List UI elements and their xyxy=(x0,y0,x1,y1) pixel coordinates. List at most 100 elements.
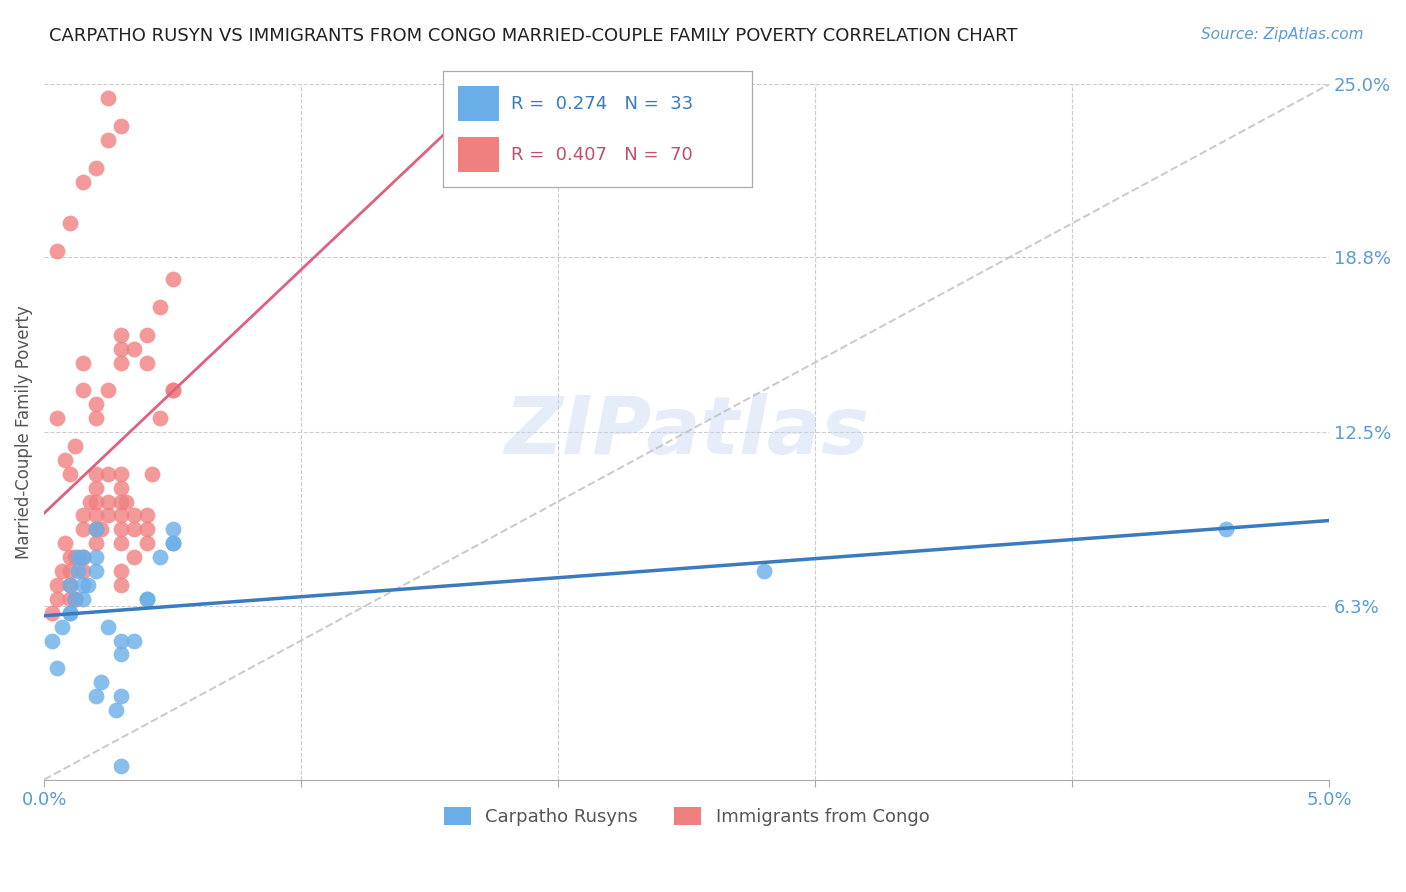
Point xyxy=(1215,522,1237,536)
Point xyxy=(84,508,107,523)
Point xyxy=(84,161,107,175)
Point xyxy=(46,591,69,606)
Point xyxy=(110,119,132,133)
Point xyxy=(46,661,69,675)
Point xyxy=(97,91,120,105)
Point xyxy=(110,564,132,578)
Point xyxy=(76,578,98,592)
Point xyxy=(135,591,157,606)
Point xyxy=(59,467,82,481)
Point xyxy=(59,578,82,592)
Point xyxy=(72,508,94,523)
Point xyxy=(59,217,82,231)
Point xyxy=(84,481,107,495)
Point xyxy=(122,522,145,536)
Point xyxy=(63,439,86,453)
Point xyxy=(59,606,82,620)
Point xyxy=(72,550,94,565)
Point xyxy=(72,384,94,398)
Point xyxy=(97,384,120,398)
Point xyxy=(84,522,107,536)
Point xyxy=(84,522,107,536)
Legend: Carpatho Rusyns, Immigrants from Congo: Carpatho Rusyns, Immigrants from Congo xyxy=(436,799,936,833)
Point xyxy=(63,591,86,606)
Point xyxy=(110,522,132,536)
Point xyxy=(110,536,132,550)
Point xyxy=(110,494,132,508)
Point xyxy=(84,536,107,550)
Point xyxy=(66,550,89,565)
Point xyxy=(135,508,157,523)
Point xyxy=(162,384,184,398)
Point xyxy=(90,675,112,690)
Point xyxy=(97,467,120,481)
Point xyxy=(72,175,94,189)
Point xyxy=(135,591,157,606)
Point xyxy=(752,564,775,578)
Point xyxy=(46,244,69,259)
Text: R =  0.407   N =  70: R = 0.407 N = 70 xyxy=(510,146,693,164)
Point xyxy=(84,411,107,425)
Point xyxy=(97,508,120,523)
Point xyxy=(149,300,172,314)
Point xyxy=(46,578,69,592)
Point xyxy=(122,508,145,523)
Point xyxy=(72,550,94,565)
Point xyxy=(122,633,145,648)
Point xyxy=(122,550,145,565)
Point xyxy=(135,327,157,342)
Point xyxy=(110,648,132,662)
Point xyxy=(41,606,63,620)
Point xyxy=(63,591,86,606)
Point xyxy=(53,453,76,467)
Point xyxy=(149,550,172,565)
Point xyxy=(59,564,82,578)
Point xyxy=(84,564,107,578)
Point xyxy=(59,606,82,620)
Point xyxy=(51,620,73,634)
Point xyxy=(84,467,107,481)
Point xyxy=(72,578,94,592)
Point xyxy=(110,355,132,369)
Point xyxy=(115,494,138,508)
Point xyxy=(84,494,107,508)
Point xyxy=(41,633,63,648)
Point xyxy=(122,342,145,356)
Point xyxy=(97,133,120,147)
Point xyxy=(110,689,132,703)
Point xyxy=(66,564,89,578)
Point xyxy=(84,397,107,411)
Point xyxy=(53,536,76,550)
Point xyxy=(79,494,101,508)
Point xyxy=(72,564,94,578)
Point xyxy=(46,411,69,425)
Point xyxy=(84,550,107,565)
Text: R =  0.274   N =  33: R = 0.274 N = 33 xyxy=(510,95,693,112)
Point xyxy=(84,689,107,703)
Point xyxy=(105,703,128,717)
Text: Source: ZipAtlas.com: Source: ZipAtlas.com xyxy=(1201,27,1364,42)
Point xyxy=(51,564,73,578)
Point xyxy=(59,578,82,592)
Point xyxy=(110,633,132,648)
Point xyxy=(135,536,157,550)
Point xyxy=(110,481,132,495)
Point xyxy=(162,536,184,550)
Point xyxy=(110,508,132,523)
Point xyxy=(72,522,94,536)
Text: CARPATHO RUSYN VS IMMIGRANTS FROM CONGO MARRIED-COUPLE FAMILY POVERTY CORRELATIO: CARPATHO RUSYN VS IMMIGRANTS FROM CONGO … xyxy=(49,27,1018,45)
Point xyxy=(97,620,120,634)
Point xyxy=(110,342,132,356)
Text: ZIPatlas: ZIPatlas xyxy=(503,393,869,471)
FancyBboxPatch shape xyxy=(458,137,499,172)
Y-axis label: Married-Couple Family Poverty: Married-Couple Family Poverty xyxy=(15,305,32,559)
Point xyxy=(162,272,184,286)
Point xyxy=(110,327,132,342)
Point xyxy=(110,758,132,772)
Point xyxy=(63,550,86,565)
Point xyxy=(135,522,157,536)
Point xyxy=(63,591,86,606)
Point xyxy=(149,411,172,425)
Point xyxy=(59,591,82,606)
Point xyxy=(162,384,184,398)
